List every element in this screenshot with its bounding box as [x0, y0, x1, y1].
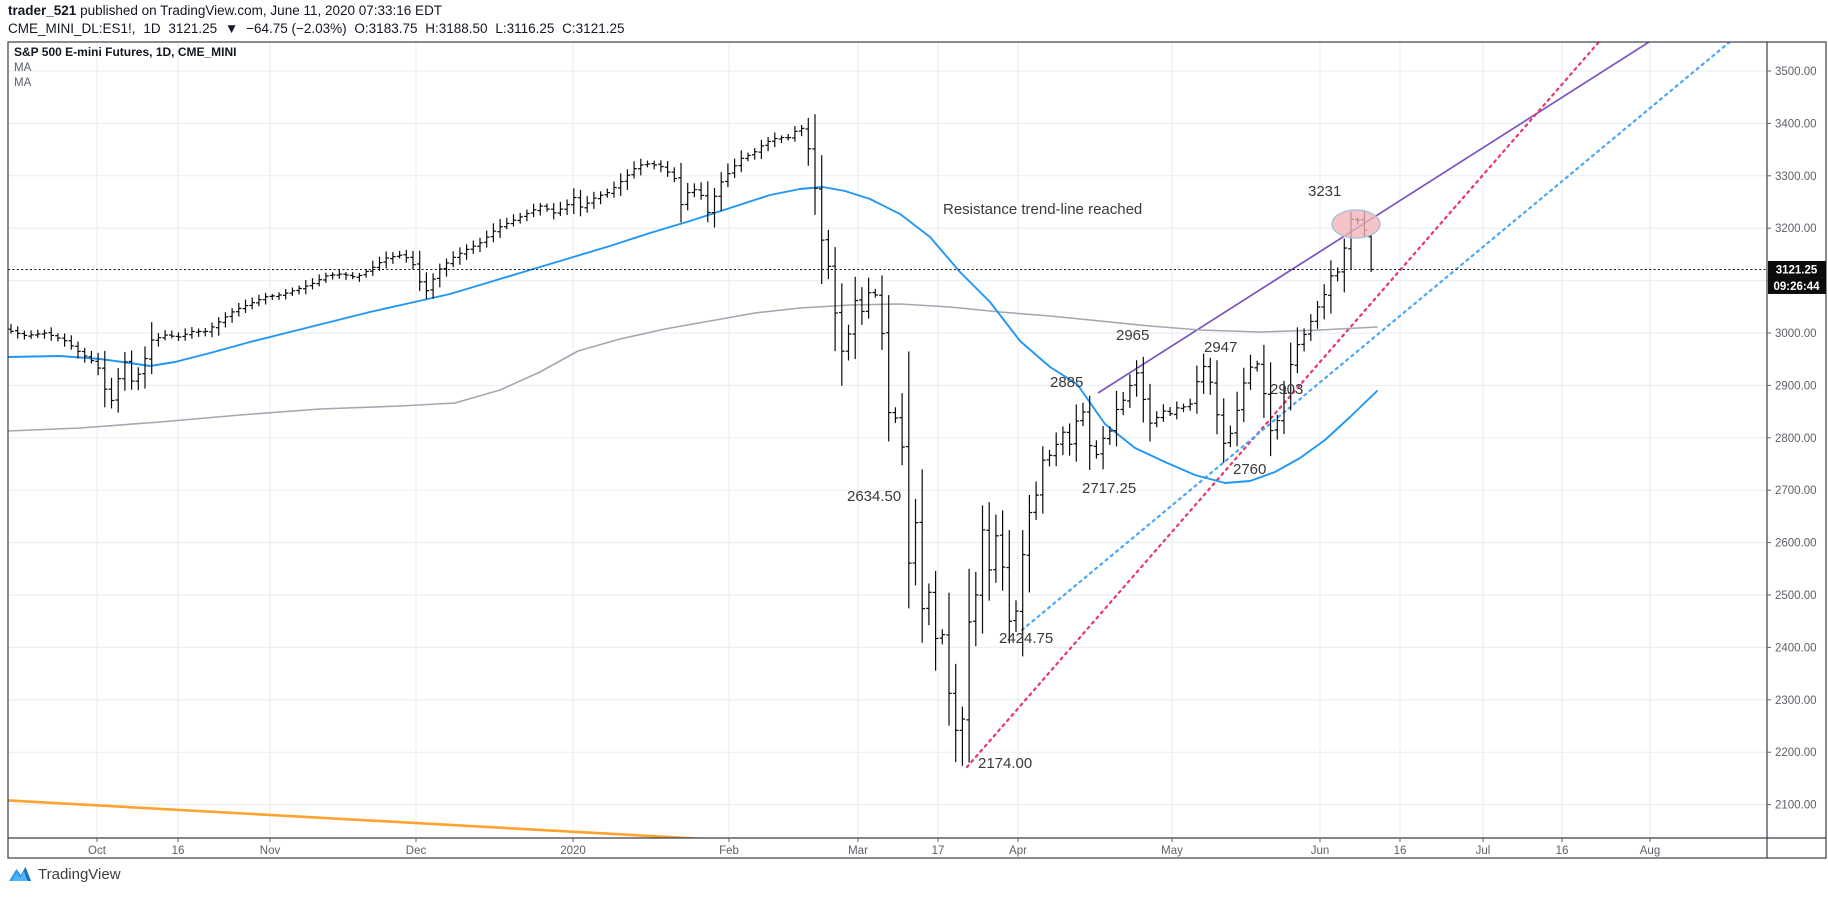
bar-countdown-value: 09:26:44	[1773, 281, 1820, 293]
publish-header: trader_521 published on TradingView.com,…	[8, 2, 442, 20]
price-tick-label: 3400.00	[1775, 118, 1817, 130]
ma-legend-1[interactable]: MA	[14, 62, 32, 74]
frame-layer	[7, 41, 1827, 859]
resistance-touch-highlight	[1331, 209, 1381, 239]
chart-annotation: 2424.75	[999, 630, 1053, 647]
ma-slow-line	[8, 303, 1378, 432]
price-change: −64.75 (−2.03%)	[246, 21, 347, 36]
time-tick-label: 16	[1556, 845, 1569, 857]
plot-layer	[0, 35, 1767, 840]
support-trendline[interactable]	[1020, 35, 1738, 632]
time-tick-label: Apr	[1009, 845, 1027, 857]
close-value: 3121.25	[575, 21, 625, 36]
chart-annotation: 2965	[1116, 327, 1149, 344]
price-tick-label: 2300.00	[1775, 695, 1817, 707]
author-name: trader_521	[8, 3, 77, 18]
price-tick-label: 2400.00	[1775, 642, 1817, 654]
tradingview-logo[interactable]: TradingView	[8, 864, 121, 884]
steep-support-trendline[interactable]	[965, 35, 1605, 769]
highlight-ellipse	[1331, 209, 1381, 239]
lower-trendline[interactable]	[0, 799, 722, 840]
chart-title: S&P 500 E-mini Futures, 1D, CME_MINI	[14, 45, 237, 59]
time-tick-label: Jun	[1311, 845, 1330, 857]
time-tick-label: 2020	[560, 845, 586, 857]
low-value: 3116.25	[506, 21, 555, 36]
time-tick-label: Feb	[719, 845, 739, 857]
low-label: L:	[495, 21, 507, 36]
high-value: 3188.50	[438, 21, 488, 36]
price-tick-label: 2500.00	[1775, 590, 1817, 602]
ma-fast-polyline	[8, 186, 1378, 484]
open-label: O:	[354, 21, 369, 36]
ma-fast-line	[8, 186, 1378, 484]
ma-slow-polyline	[8, 303, 1378, 432]
time-axis[interactable]: Oct 16 Nov Dec 2020 Feb Mar 17 Apr May Jun 16 Jul 16 A…	[8, 838, 1767, 858]
time-tick-label: 17	[932, 845, 945, 857]
ohlc-bars	[8, 114, 1374, 766]
resistance-trendline[interactable]	[1097, 35, 1660, 394]
price-tick-label: 2100.00	[1775, 800, 1817, 812]
time-tick-label: Nov	[260, 845, 281, 857]
time-tick-label: Jul	[1476, 845, 1491, 857]
chart-annotation: Resistance trend-line reached	[943, 201, 1142, 218]
symbol-name: CME_MINI_DL:ES1!,	[8, 21, 136, 36]
price-axis[interactable]: 3500.003400.003300.003200.003100.003000.…	[1767, 42, 1826, 838]
price-tick-label: 2700.00	[1775, 485, 1817, 497]
last-price-badge	[1768, 260, 1826, 278]
chart-frame	[7, 41, 1827, 859]
down-arrow-icon: ▼	[224, 21, 239, 36]
tradingview-brand-text: TradingView	[38, 865, 121, 883]
time-tick-label: Dec	[406, 845, 427, 857]
close-label: C:	[562, 21, 576, 36]
bar-countdown-badge	[1768, 277, 1826, 294]
interval-label: 1D	[143, 21, 161, 36]
chart-legend: S&P 500 E-mini Futures, 1D, CME_MINI MA …	[14, 45, 237, 89]
time-tick-label: 16	[172, 845, 185, 857]
price-tick-label: 2900.00	[1775, 380, 1817, 392]
chart-annotation: 2634.50	[847, 488, 901, 505]
chart-annotation: 2717.25	[1082, 480, 1136, 497]
high-label: H:	[425, 21, 439, 36]
price-tick-label: 3500.00	[1775, 66, 1817, 78]
chart-annotation: 2760	[1233, 461, 1266, 478]
price-tick-label: 3200.00	[1775, 223, 1817, 235]
price-tick-label: 2200.00	[1775, 747, 1817, 759]
chart-annotation: 2947	[1204, 339, 1237, 356]
trendlines-layer[interactable]	[0, 35, 1738, 840]
price-tick-label: 3300.00	[1775, 171, 1817, 183]
price-badge: 3121.25 09:26:44	[1768, 260, 1826, 294]
publish-info: published on TradingView.com, June 11, 2…	[76, 3, 443, 18]
time-tick-label: Aug	[1640, 845, 1660, 857]
symbol-header: CME_MINI_DL:ES1!, 1D 3121.25 ▼ −64.75 (−…	[8, 20, 628, 38]
grid-layer	[8, 42, 1767, 838]
time-tick-label: Oct	[88, 845, 107, 857]
price-tick-label: 2800.00	[1775, 433, 1817, 445]
time-tick-label: May	[1161, 845, 1183, 857]
time-tick-label: 16	[1394, 845, 1407, 857]
chart-annotation: 2174.00	[978, 755, 1032, 772]
ma-legend-2[interactable]: MA	[14, 77, 32, 89]
price-tick-label: 3000.00	[1775, 328, 1817, 340]
chart-annotation: 2903	[1270, 381, 1303, 398]
open-value: 3183.75	[368, 21, 418, 36]
time-tick-label: Mar	[848, 845, 868, 857]
chart-annotation: 2885	[1050, 374, 1083, 391]
last-price-badge-value: 3121.25	[1776, 264, 1818, 276]
chart-annotation: 3231	[1308, 183, 1341, 200]
price-tick-label: 2600.00	[1775, 538, 1817, 550]
last-price: 3121.25	[168, 21, 218, 36]
annotations-layer: Resistance trend-line reached 3231 2965 294…	[847, 183, 1341, 772]
tradingview-mountain-icon	[9, 867, 31, 881]
